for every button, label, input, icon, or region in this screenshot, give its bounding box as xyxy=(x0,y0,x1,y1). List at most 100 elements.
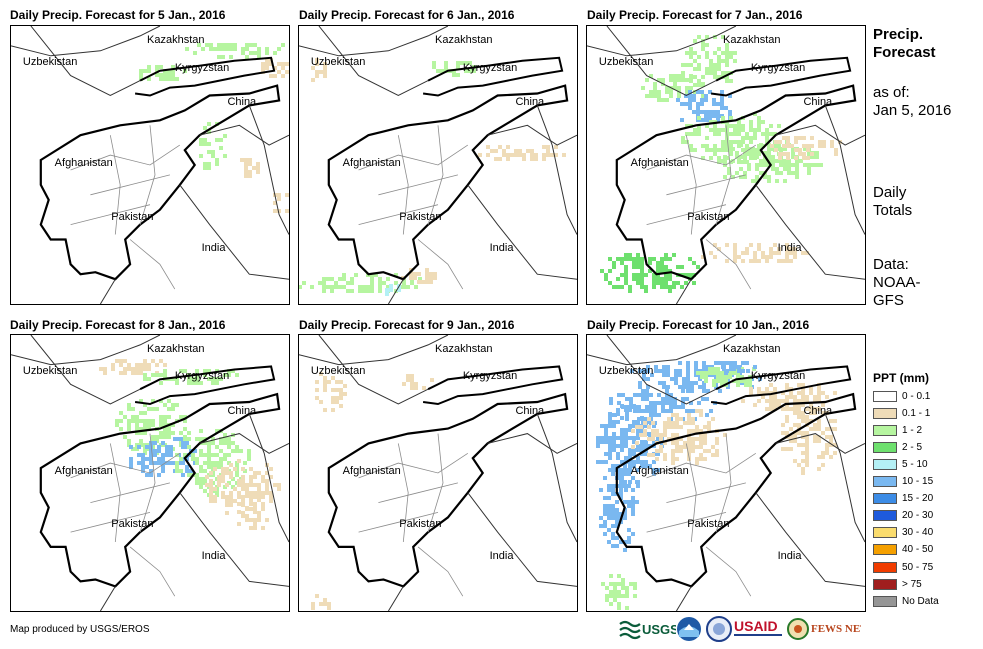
admin-boundary xyxy=(139,125,156,225)
admin-boundary xyxy=(646,144,757,171)
admin-boundary xyxy=(70,452,181,479)
admin-boundary xyxy=(90,482,170,503)
admin-boundary xyxy=(129,239,176,290)
precip-area xyxy=(311,594,331,610)
precip-area xyxy=(402,374,434,390)
country-label-china: China xyxy=(227,96,257,109)
country-border xyxy=(536,105,577,235)
region-outline xyxy=(327,392,569,588)
legend-item: 1 - 2 xyxy=(873,423,922,437)
legend-swatch xyxy=(873,561,897,573)
admin-boundary xyxy=(417,546,464,597)
usgs-logo-text: USGS xyxy=(642,622,676,637)
country-label-afghanistan: Afghanistan xyxy=(54,465,113,478)
panel-title-3: Daily Precip. Forecast for 7 Jan., 2016 xyxy=(587,8,803,22)
admin-boundary xyxy=(705,546,752,597)
legend-item: 2 - 5 xyxy=(873,440,922,454)
legend-label: 30 - 40 xyxy=(902,527,934,539)
daily-line2: Totals xyxy=(873,202,913,219)
country-border xyxy=(11,335,161,366)
country-label-afghanistan: Afghanistan xyxy=(54,157,113,170)
country-border xyxy=(824,413,865,543)
kyrgyzstan-outline xyxy=(422,56,564,97)
precip-area xyxy=(99,359,167,375)
country-label-pakistan: Pakistan xyxy=(111,518,154,531)
country-border xyxy=(824,105,865,235)
legend-label: 0.1 - 1 xyxy=(902,407,931,419)
country-label-afghanistan: Afghanistan xyxy=(630,465,689,478)
country-label-kyrgyzstan: Kyrgyzstan xyxy=(462,61,518,74)
country-border xyxy=(487,433,577,454)
legend-item: > 75 xyxy=(873,577,922,591)
country-label-india: India xyxy=(489,242,514,255)
admin-boundary xyxy=(90,174,170,196)
country-border xyxy=(755,184,865,280)
legend-swatch xyxy=(873,544,897,556)
legend-swatch xyxy=(873,595,897,607)
country-border xyxy=(606,26,717,97)
admin-boundary xyxy=(705,239,752,290)
legend-swatch xyxy=(873,476,897,487)
country-border xyxy=(587,26,737,57)
usgs-logo: USGS xyxy=(618,616,676,642)
kyrgyzstan-outline xyxy=(134,56,276,97)
country-label-india: India xyxy=(489,549,514,562)
noaa-logo xyxy=(676,616,702,642)
country-border xyxy=(675,278,692,304)
admin-boundary xyxy=(417,239,464,290)
legend-swatch xyxy=(873,527,897,539)
precip-area xyxy=(261,58,289,78)
map-canvas xyxy=(299,26,577,304)
country-border xyxy=(179,184,289,280)
precip-area xyxy=(311,58,327,82)
admin-boundary xyxy=(378,174,458,196)
legend-label: 15 - 20 xyxy=(902,493,934,505)
admin-boundary xyxy=(646,452,757,479)
legend-swatch xyxy=(873,390,897,402)
country-label-kazakhstan: Kazakhstan xyxy=(147,342,205,355)
panel-title-2: Daily Precip. Forecast for 6 Jan., 2016 xyxy=(299,8,515,22)
map-canvas xyxy=(11,335,289,611)
country-label-uzbekistan: Uzbekistan xyxy=(310,364,366,377)
admin-boundary xyxy=(715,433,732,533)
country-border xyxy=(99,278,116,304)
country-label-china: China xyxy=(227,404,257,417)
country-label-kyrgyzstan: Kyrgyzstan xyxy=(462,370,518,383)
country-border xyxy=(179,492,289,587)
precip-area xyxy=(631,409,727,465)
country-label-kyrgyzstan: Kyrgyzstan xyxy=(174,370,230,383)
map-canvas xyxy=(299,335,577,611)
legend-swatch xyxy=(873,458,897,470)
country-label-pakistan: Pakistan xyxy=(399,210,442,223)
legend-swatch xyxy=(873,510,897,522)
country-border xyxy=(248,105,289,235)
usaid-mark-icon: USAID xyxy=(734,618,782,636)
panel-title-5: Daily Precip. Forecast for 9 Jan., 2016 xyxy=(299,318,515,332)
admin-boundary xyxy=(70,144,181,171)
country-label-afghanistan: Afghanistan xyxy=(342,465,401,478)
country-label-uzbekistan: Uzbekistan xyxy=(22,364,78,377)
country-border xyxy=(587,335,737,366)
admin-boundary xyxy=(70,512,151,533)
country-border xyxy=(387,586,404,611)
country-border xyxy=(467,492,577,587)
precip-area xyxy=(315,372,347,412)
country-label-india: India xyxy=(201,549,226,562)
legend-label: 10 - 15 xyxy=(902,476,934,487)
admin-boundary xyxy=(427,433,444,533)
country-label-pakistan: Pakistan xyxy=(111,210,154,223)
map-credit: Map produced by USGS/EROS xyxy=(10,624,150,635)
usaid-logo: USAID xyxy=(734,616,784,642)
admin-boundary xyxy=(646,204,727,225)
legend-swatch xyxy=(873,441,897,453)
region-outline xyxy=(327,84,569,281)
admin-boundary xyxy=(685,443,697,543)
country-label-kyrgyzstan: Kyrgyzstan xyxy=(750,370,806,383)
country-label-kazakhstan: Kazakhstan xyxy=(147,33,205,46)
kyrgyzstan-outline xyxy=(710,365,852,406)
country-border xyxy=(536,413,577,543)
kyrgyzstan-outline xyxy=(134,365,276,406)
noaa-seal-icon xyxy=(677,617,701,641)
legend-item: 30 - 40 xyxy=(873,526,933,540)
legend-item: 50 - 75 xyxy=(873,560,933,574)
